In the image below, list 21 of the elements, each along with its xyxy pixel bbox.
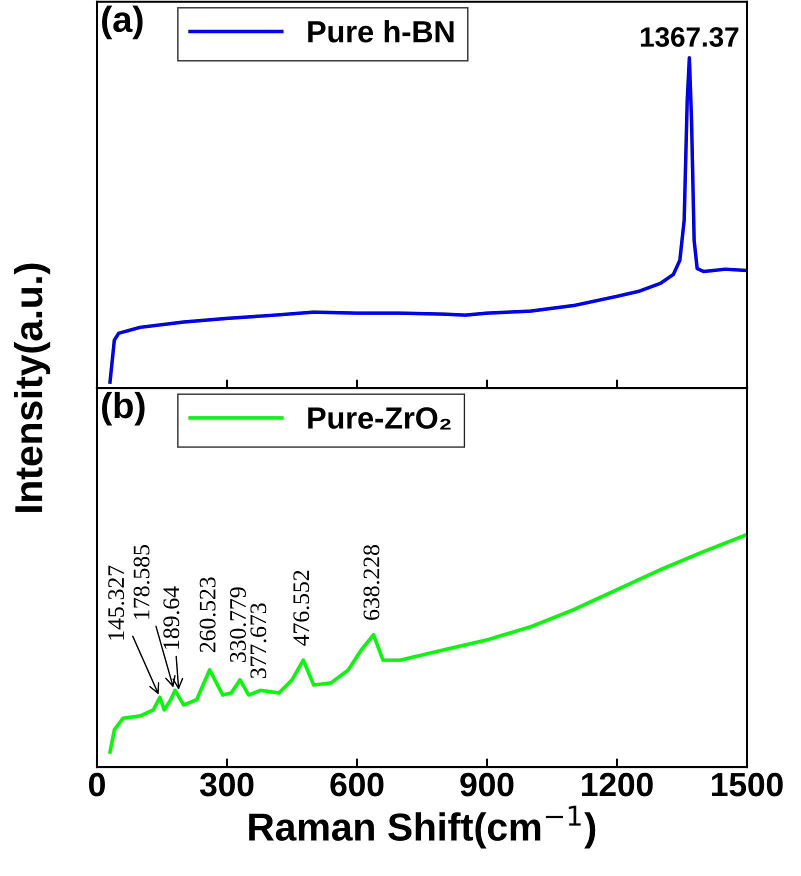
text: (a) [102,6,143,40]
annotation: 145.327 [108,566,124,640]
legend-label: Pure h-BN [308,20,454,43]
annotation: 638.228 [363,545,380,620]
annotation: 1367.37 [640,27,738,47]
annotation: 330.779 [230,587,246,662]
x-tick-label: 300 [200,772,254,796]
legend-label: Pure-ZrO₂ [308,407,451,430]
y-axis-title: Intensity(a.u.) [14,264,50,512]
x-tick-label: 600 [330,772,384,796]
annotation: 260.523 [200,577,216,652]
annotation: 189.64 [163,586,180,649]
text: (b) [102,392,145,426]
annotation: 476.552 [293,570,310,646]
annotation: 178.585 [134,545,150,619]
x-axis-title: Raman Shift(cm$^{−1}$) [249,806,596,849]
annotation: 377.673 [250,603,266,678]
x-tick-label: 1500 [712,772,783,796]
x-tick-label: 900 [460,772,514,796]
x-tick-label: 1200 [582,772,653,796]
x-tick-label: 0 [89,772,105,796]
